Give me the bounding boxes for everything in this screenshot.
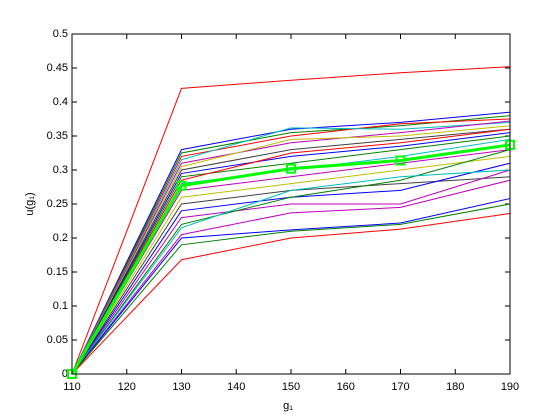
y-tick-label: 0.5 [53,28,68,40]
y-axis-label: u(g₁) [24,192,36,215]
series-line [71,111,511,375]
axes-box [71,33,511,375]
series-line [70,143,511,375]
x-tick-label: 180 [446,381,464,393]
y-tick-label: 0.3 [53,164,68,176]
series-line [71,169,511,375]
y-tick-label: 0.05 [47,334,68,346]
series-line [71,135,511,375]
series-line [71,125,511,375]
marker [176,180,187,191]
series-line [71,128,511,375]
y-tick-label: 0.4 [53,96,68,108]
y-tick-label: 0.15 [47,266,68,278]
x-tick-label: 190 [501,381,519,393]
series-line [71,198,511,375]
series-line [71,120,511,375]
series-line [71,149,511,375]
series-line [71,66,511,375]
marker [286,163,296,174]
x-tick-label: 170 [391,381,409,393]
y-tick-label: 0 [62,368,68,380]
x-tick-label: 130 [172,381,190,393]
x-tick-label: 140 [227,381,245,393]
series-line [71,203,511,375]
marker [395,155,406,166]
y-tick-label: 0.25 [47,198,68,210]
y-tick-label: 0.45 [47,62,68,74]
series-line [71,121,511,375]
series-line [71,128,511,375]
y-tick-label: 0.1 [53,300,68,312]
x-tick-label: 150 [282,381,300,393]
series-line [71,132,511,375]
y-tick-label: 0.35 [47,130,68,142]
series-line [71,213,511,375]
x-tick-label: 110 [63,381,81,393]
x-axis-label: g₁ [283,400,293,412]
x-tick-label: 160 [337,381,355,393]
y-tick-label: 0.2 [53,232,68,244]
series-line [71,118,511,375]
series-line [71,179,511,375]
x-tick-label: 120 [118,381,136,393]
series-line [71,155,511,375]
series-line [71,169,511,375]
series-line [71,149,511,375]
